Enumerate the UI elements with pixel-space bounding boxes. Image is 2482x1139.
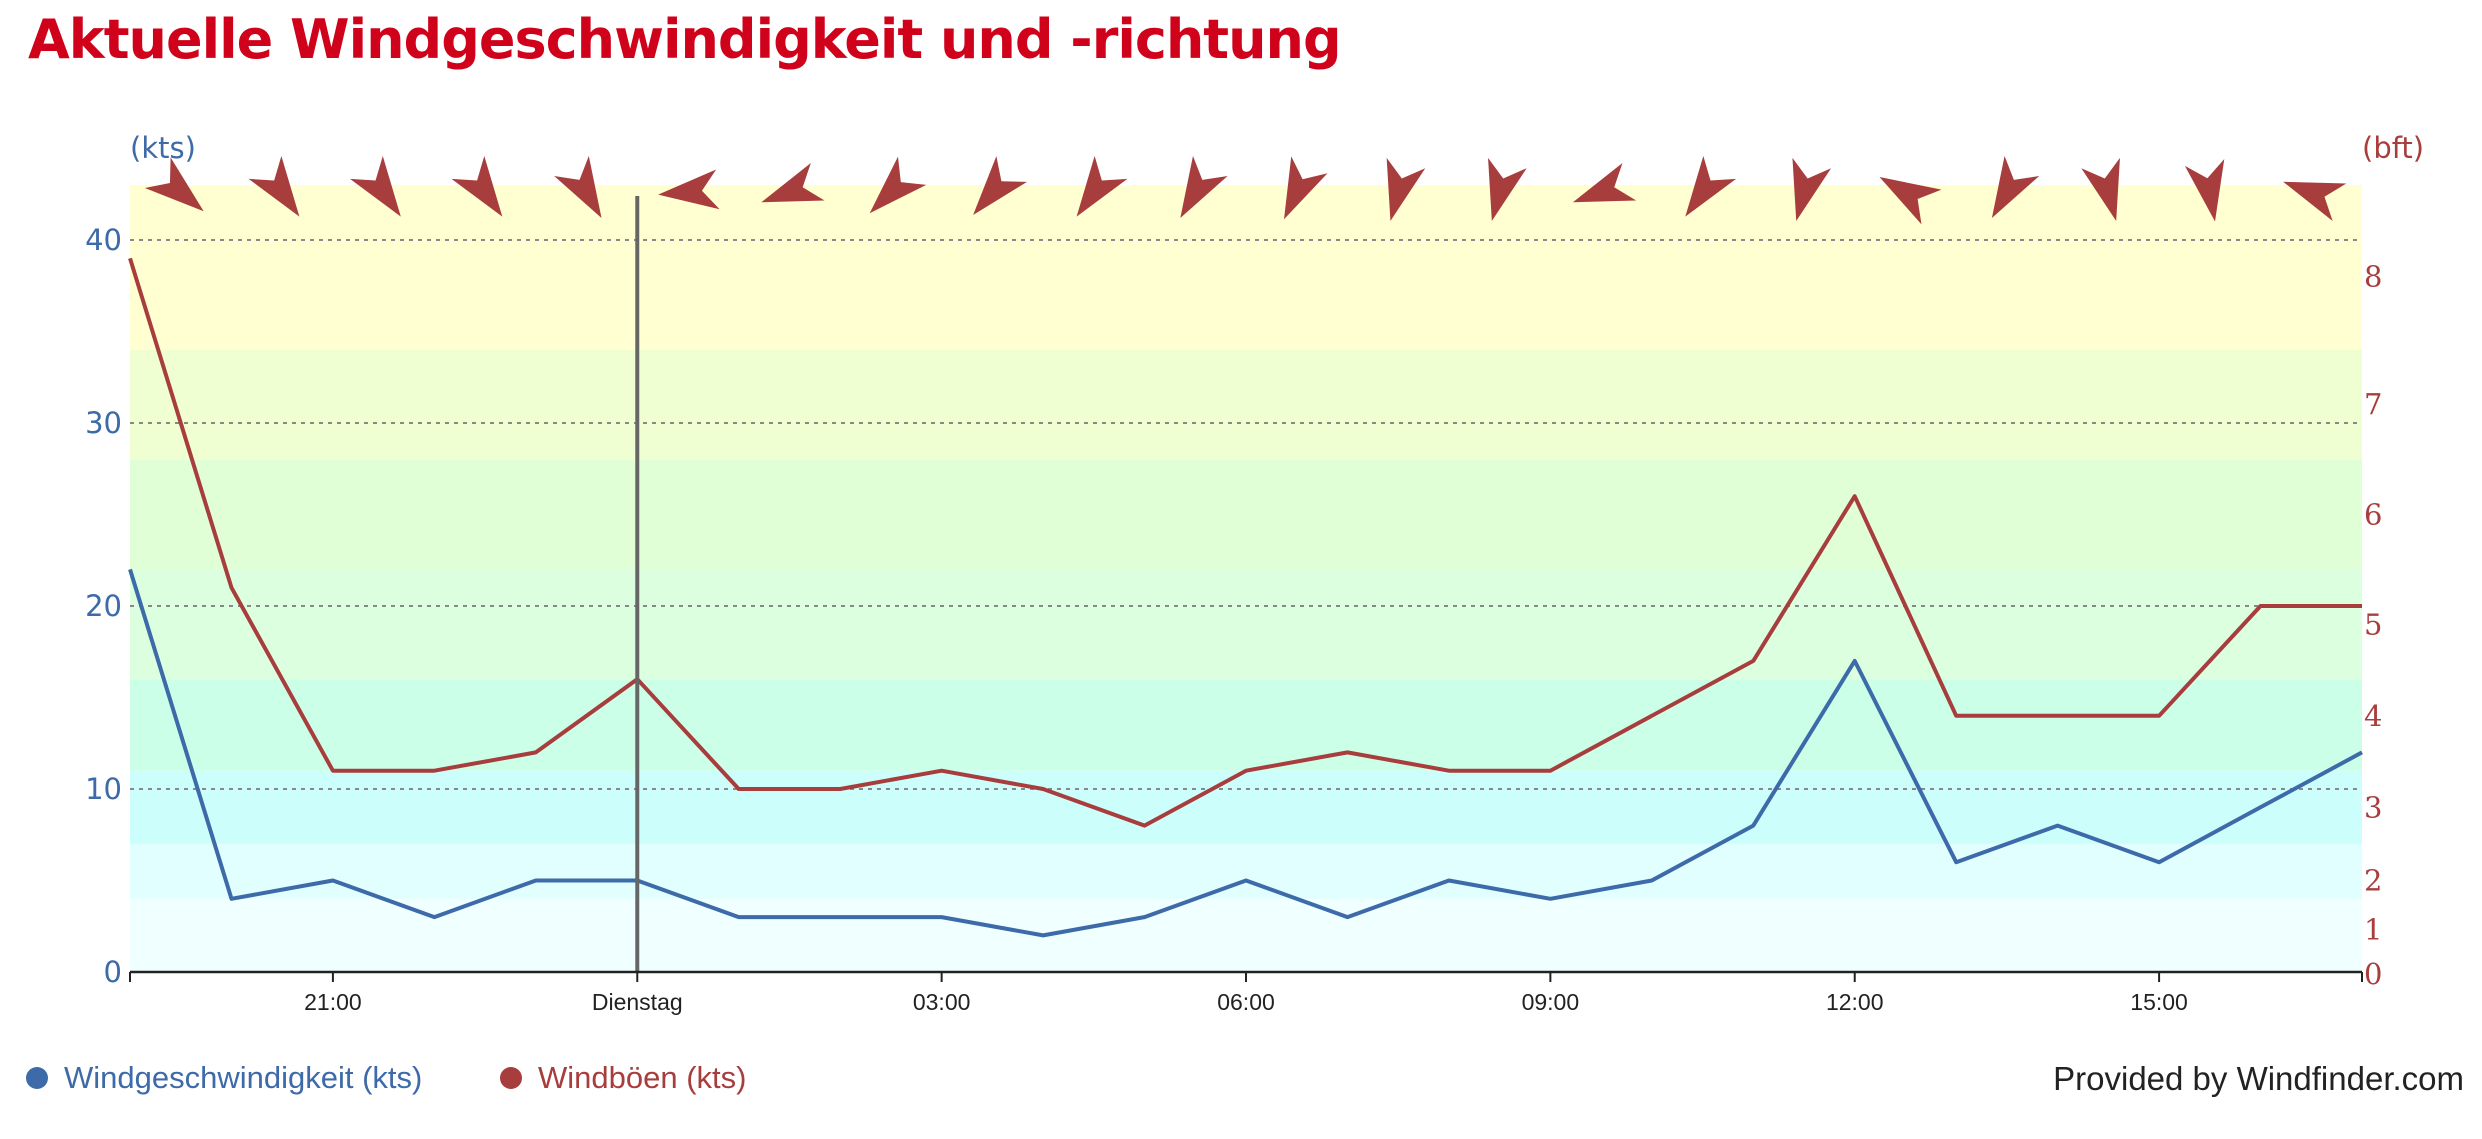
x-tick-label: 15:00: [2130, 989, 2188, 1015]
y-right-tick-label: 8: [2364, 260, 2382, 294]
axes: 21:00 Dienstag 03:00 06:00 09:00 12:00 15:00 0 1…: [85, 131, 2424, 1015]
wind-arrow-shape: [658, 169, 720, 210]
wind-arrow-shape: [144, 157, 204, 212]
wind-arrow-icon: [658, 169, 720, 210]
y-right-tick-label: 2: [2364, 864, 2382, 898]
y-left-tick-label: 20: [85, 589, 122, 623]
wind-arrow-icon: [1386, 157, 1426, 221]
legend-speed-label: Windgeschwindigkeit (kts): [64, 1060, 423, 1095]
series-lines: [128, 257, 2363, 938]
beaufort-band-1: [130, 843, 2362, 899]
wind-arrow-shape: [1572, 162, 1637, 203]
wind-arrow-icon: [248, 155, 300, 217]
y-left-tick-label: 0: [104, 955, 122, 989]
beaufort-band-4: [130, 569, 2362, 680]
wind-arrow-shape: [1792, 157, 1832, 221]
wind-arrow-icon: [2184, 158, 2225, 222]
wind-arrow-shape: [1386, 157, 1426, 221]
provider-credit[interactable]: Provided by Windfinder.com: [2053, 1060, 2464, 1097]
wind-arrow-shape: [1879, 177, 1942, 225]
wind-arrow-shape: [2184, 158, 2225, 222]
wind-arrow-shape: [554, 156, 602, 218]
wind-arrow-icon: [1685, 155, 1737, 217]
y-right-tick-label: 5: [2364, 607, 2382, 641]
beaufort-band-3: [130, 679, 2362, 771]
wind-arrow-shape: [2283, 181, 2347, 222]
wind-arrow-shape: [1685, 155, 1737, 217]
beaufort-bands: [130, 185, 2362, 972]
wind-arrow-shape: [973, 156, 1028, 215]
gusts-line: [128, 257, 2362, 828]
legend-gusts-label: Windböen (kts): [538, 1060, 747, 1095]
chart-title: Aktuelle Windgeschwindigkeit und -richtu…: [28, 8, 1342, 71]
wind-arrow-shape: [1180, 156, 1228, 218]
wind-arrow-icon: [1076, 155, 1128, 217]
wind-arrow-shape: [761, 162, 825, 203]
wind-direction-arrows: [144, 155, 2347, 225]
legend-speed-dot: [26, 1067, 48, 1089]
wind-arrow-icon: [451, 155, 503, 217]
wind-arrow-icon: [1572, 162, 1637, 203]
legend-item-gusts[interactable]: Windböen (kts): [500, 1060, 746, 1096]
beaufort-band-2: [130, 770, 2362, 844]
wind-arrow-icon: [2283, 181, 2347, 222]
y-right-axis-label: (bft): [2362, 131, 2424, 165]
wind-arrow-icon: [869, 156, 927, 214]
wind-arrow-shape: [1284, 156, 1328, 220]
wind-arrow-icon: [1991, 156, 2040, 218]
beaufort-band-5: [130, 459, 2362, 570]
x-tick-label: 21:00: [304, 989, 362, 1015]
wind-arrow-icon: [1879, 177, 1942, 225]
y-right-tick-label: 0: [2364, 957, 2382, 991]
legend-gusts-dot: [500, 1067, 522, 1089]
y-right-tick-label: 6: [2364, 498, 2382, 532]
speed-line: [128, 568, 2363, 938]
y-right-tick-label: 1: [2364, 912, 2382, 946]
wind-arrow-shape: [1488, 157, 1527, 221]
wind-arrow-shape: [248, 155, 300, 217]
wind-arrow-icon: [1180, 156, 1228, 218]
y-right-tick-label: 4: [2364, 699, 2382, 733]
beaufort-band-6: [130, 349, 2362, 460]
x-tick-label: 09:00: [1522, 989, 1580, 1015]
x-tick-label: 03:00: [913, 989, 971, 1015]
wind-arrow-icon: [144, 157, 204, 212]
y-left-tick-label: 10: [85, 772, 122, 806]
wind-arrow-shape: [350, 155, 401, 217]
wind-arrow-icon: [761, 162, 825, 203]
beaufort-band-7: [130, 185, 2362, 350]
y-left-tick-label: 40: [85, 223, 122, 257]
wind-arrow-icon: [350, 155, 401, 217]
wind-arrow-shape: [2081, 157, 2120, 221]
wind-arrow-icon: [2081, 157, 2120, 221]
y-right-tick-label: 7: [2364, 388, 2382, 422]
wind-arrow-icon: [1488, 157, 1527, 221]
wind-arrow-icon: [554, 156, 602, 218]
wind-arrow-shape: [451, 155, 503, 217]
wind-arrow-icon: [1792, 157, 1832, 221]
wind-arrow-icon: [973, 156, 1028, 215]
x-tick-label: Dienstag: [592, 989, 683, 1015]
y-left-tick-label: 30: [85, 406, 122, 440]
beaufort-band-0: [130, 898, 2362, 972]
x-tick-label: 06:00: [1217, 989, 1275, 1015]
y-left-axis-label: (kts): [130, 131, 196, 165]
wind-arrow-shape: [1991, 156, 2040, 218]
legend-item-speed[interactable]: Windgeschwindigkeit (kts): [26, 1060, 422, 1096]
x-tick-label: 12:00: [1826, 989, 1884, 1015]
y-right-tick-label: 3: [2364, 790, 2382, 824]
wind-arrow-shape: [869, 156, 927, 214]
grid-lines: [130, 239, 2362, 790]
wind-arrow-icon: [1284, 156, 1328, 220]
wind-arrow-shape: [1076, 155, 1128, 217]
